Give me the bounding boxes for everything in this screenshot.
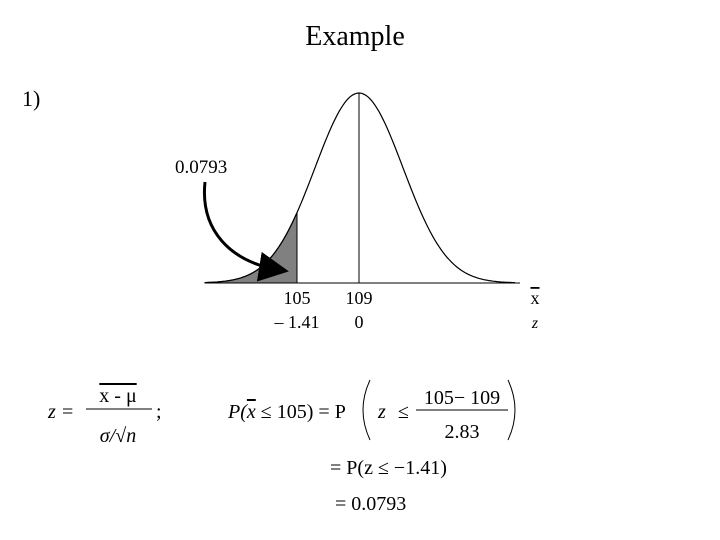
formula-eq: = <box>62 401 73 423</box>
curve-line <box>204 92 515 284</box>
work-le: ≤ <box>398 401 409 423</box>
shaded-area <box>204 212 298 284</box>
formula-denominator: σ/√n <box>100 425 136 447</box>
arrow <box>202 181 289 282</box>
work-line1: P(x ≤ 105) = P <box>227 401 346 423</box>
area-label: 0.0793 <box>175 157 227 178</box>
normal-curve <box>204 92 520 284</box>
title: Example <box>305 21 405 52</box>
paren <box>362 379 371 441</box>
item-label: 1) <box>22 86 40 111</box>
work-line3: = 0.0793 <box>335 493 406 515</box>
formula-sep: ; <box>156 401 162 423</box>
text: x <box>246 401 256 423</box>
x-label: 105 <box>284 288 311 308</box>
z-label: – 1.41 <box>274 312 320 332</box>
x-axis-label: x <box>531 288 540 308</box>
text: P( <box>227 401 248 423</box>
work-numerator: 105− 109 <box>424 387 500 409</box>
formula-lhs: z <box>47 401 56 423</box>
work-line2: = P(z ≤ −1.41) <box>330 457 447 479</box>
z-label: 0 <box>355 312 364 332</box>
x-label: 109 <box>346 288 373 308</box>
z-axis-label: z <box>531 315 539 332</box>
work-z: z <box>377 401 386 423</box>
work-denominator: 2.83 <box>445 421 480 443</box>
paren <box>507 379 516 441</box>
formula-numerator: x - μ <box>99 385 136 407</box>
text: ≤ 105) = P <box>261 401 346 423</box>
